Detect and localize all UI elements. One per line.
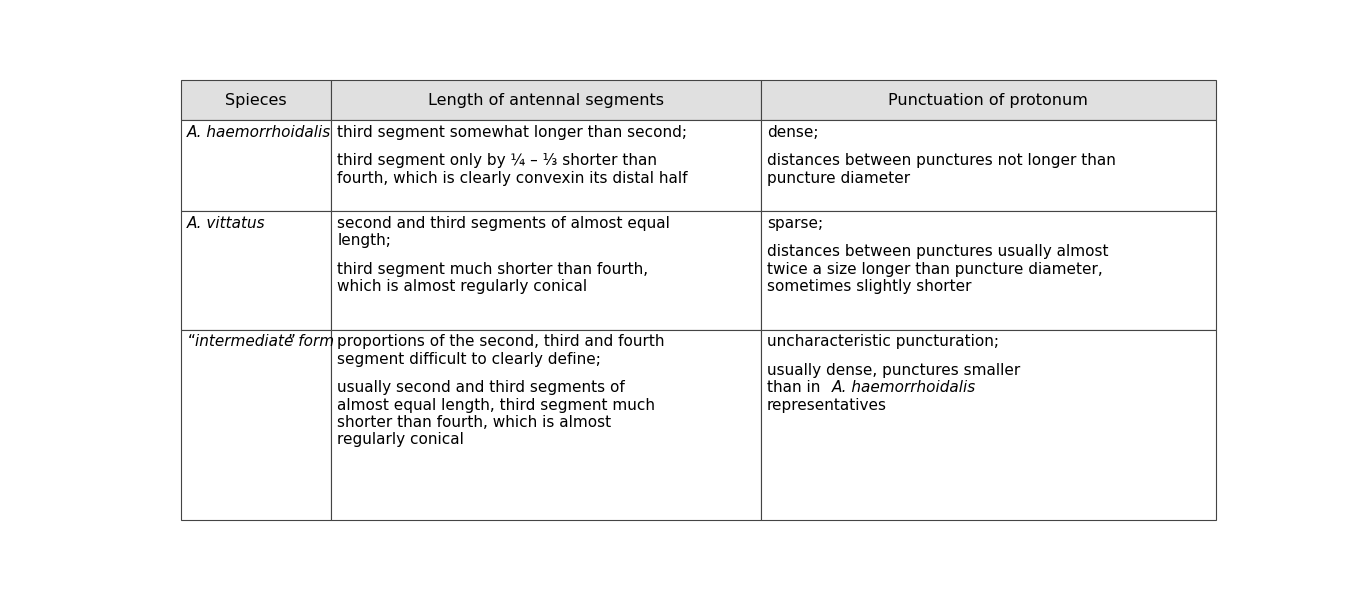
Bar: [761, 211, 1216, 330]
Text: A. haemorrhoidalis: A. haemorrhoidalis: [831, 380, 976, 395]
Text: shorter than fourth, which is almost: shorter than fourth, which is almost: [338, 415, 612, 430]
Bar: [761, 330, 1216, 520]
Text: puncture diameter: puncture diameter: [767, 170, 910, 185]
Text: third segment somewhat longer than second;: third segment somewhat longer than secon…: [338, 125, 687, 140]
Text: distances between punctures not longer than: distances between punctures not longer t…: [767, 153, 1116, 168]
Text: dense;: dense;: [767, 125, 819, 140]
Text: intermediate form: intermediate form: [195, 334, 334, 349]
Text: A. vittatus: A. vittatus: [187, 216, 266, 230]
Text: fourth, which is clearly convexin its distal half: fourth, which is clearly convexin its di…: [338, 170, 688, 185]
Bar: [181, 211, 331, 330]
Bar: [181, 80, 331, 120]
Text: Punctuation of protonum: Punctuation of protonum: [889, 93, 1088, 108]
Text: uncharacteristic puncturation;: uncharacteristic puncturation;: [767, 334, 999, 349]
Text: sparse;: sparse;: [767, 216, 823, 230]
Text: segment difficult to clearly define;: segment difficult to clearly define;: [338, 352, 601, 366]
Bar: [331, 80, 761, 120]
Text: usually second and third segments of: usually second and third segments of: [338, 380, 626, 395]
Bar: [761, 80, 1216, 120]
Text: second and third segments of almost equal: second and third segments of almost equa…: [338, 216, 671, 230]
Text: Length of antennal segments: Length of antennal segments: [428, 93, 664, 108]
Text: twice a size longer than puncture diameter,: twice a size longer than puncture diamet…: [767, 261, 1103, 277]
Text: proportions of the second, third and fourth: proportions of the second, third and fou…: [338, 334, 665, 349]
Bar: [181, 330, 331, 520]
Text: sometimes slightly shorter: sometimes slightly shorter: [767, 279, 972, 294]
Text: third segment only by ¼ – ⅓ shorter than: third segment only by ¼ – ⅓ shorter than: [338, 153, 657, 168]
Text: which is almost regularly conical: which is almost regularly conical: [338, 279, 587, 294]
Bar: [761, 120, 1216, 211]
Text: “: “: [187, 334, 195, 349]
Text: A. haemorrhoidalis: A. haemorrhoidalis: [187, 125, 331, 140]
Text: distances between punctures usually almost: distances between punctures usually almo…: [767, 244, 1108, 259]
Text: usually dense, punctures smaller: usually dense, punctures smaller: [767, 363, 1021, 378]
Text: ”: ”: [288, 334, 296, 349]
Bar: [331, 330, 761, 520]
Text: length;: length;: [338, 233, 391, 248]
Bar: [331, 211, 761, 330]
Text: Spieces: Spieces: [225, 93, 286, 108]
Text: almost equal length, third segment much: almost equal length, third segment much: [338, 397, 656, 413]
Bar: [181, 120, 331, 211]
Text: third segment much shorter than fourth,: third segment much shorter than fourth,: [338, 261, 649, 277]
Bar: [331, 120, 761, 211]
Text: representatives: representatives: [767, 397, 887, 413]
Text: regularly conical: regularly conical: [338, 432, 465, 447]
Text: than in: than in: [767, 380, 830, 395]
